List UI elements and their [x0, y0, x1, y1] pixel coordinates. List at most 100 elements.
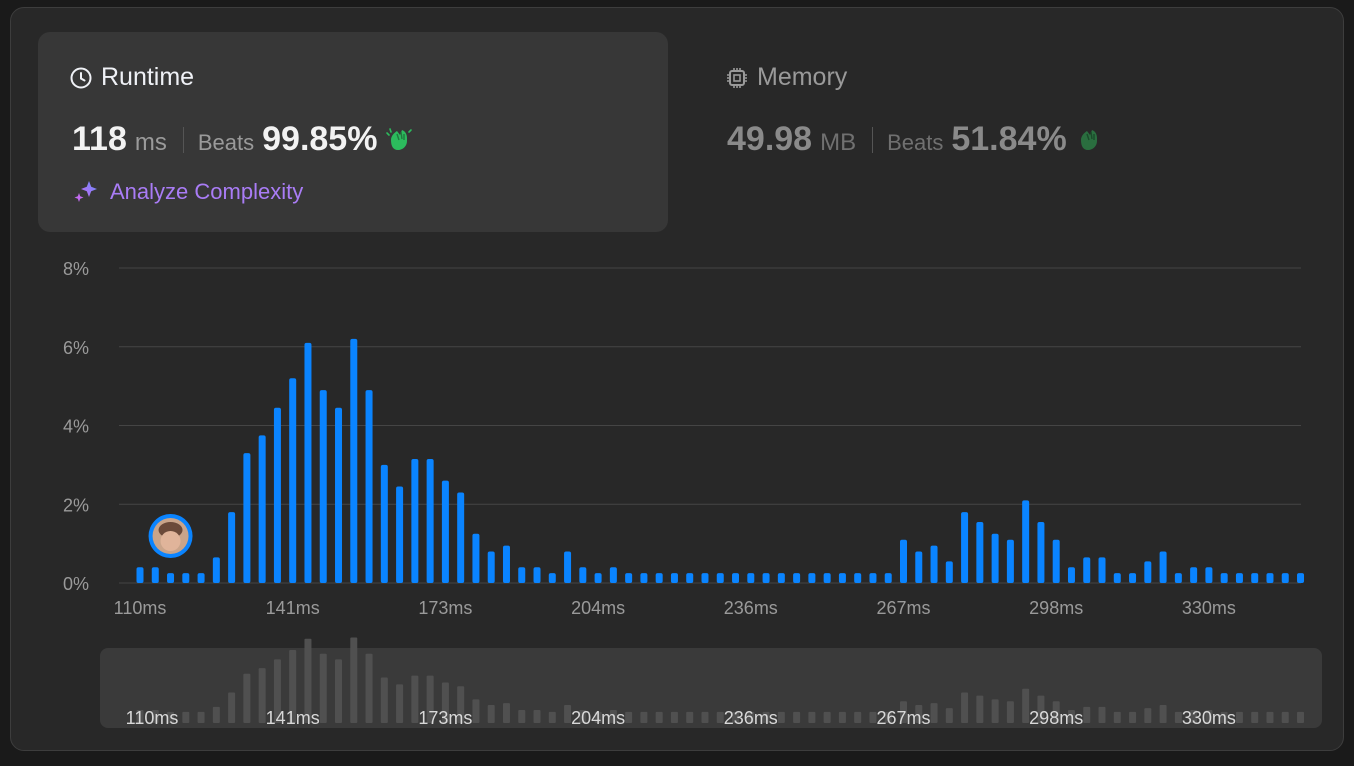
- chart-bar: [1052, 539, 1060, 583]
- mini-chart-bar: [411, 675, 419, 723]
- chart-bar: [961, 512, 969, 583]
- mini-chart-bar: [1113, 711, 1121, 723]
- chart-bar: [1235, 573, 1243, 583]
- mini-chart-bar: [1190, 710, 1198, 723]
- chart-bar: [976, 521, 984, 583]
- mini-chart-bar: [670, 711, 678, 723]
- divider: [872, 126, 874, 153]
- chart-bar: [1083, 557, 1091, 583]
- chip-icon: [727, 67, 747, 88]
- mini-x-tick-label: 330ms: [1182, 708, 1236, 728]
- chart-bar: [884, 573, 892, 583]
- mini-chart-bar: [1297, 711, 1305, 723]
- chart-bar: [701, 573, 709, 583]
- chart-bar: [900, 539, 907, 583]
- mini-chart-bar: [167, 711, 175, 723]
- chart-bar: [1022, 500, 1030, 583]
- mini-chart-bar: [472, 699, 480, 723]
- mini-chart-bar: [304, 638, 312, 723]
- mini-chart-bar: [1281, 711, 1289, 723]
- mini-chart-bar: [335, 659, 343, 723]
- mini-chart-bar: [609, 710, 617, 723]
- chart-bar: [564, 551, 572, 583]
- mini-chart-bar: [625, 711, 633, 723]
- chart-bar: [548, 573, 556, 583]
- chart-bar: [212, 557, 220, 583]
- mini-chart-bar: [640, 711, 648, 723]
- chart-bar: [945, 561, 953, 583]
- clapping-hands-icon: [386, 127, 413, 150]
- mini-chart-bar: [197, 711, 205, 723]
- chart-bar: [686, 573, 694, 583]
- chart-bar: [747, 573, 755, 583]
- mini-chart-bar: [1083, 706, 1091, 723]
- chart-bar: [716, 573, 724, 583]
- runtime-beats-label: Beats: [197, 130, 255, 155]
- runtime-beats-value: 99.85%: [262, 120, 378, 158]
- chart-bar: [136, 567, 144, 583]
- mini-chart-bar: [487, 705, 495, 723]
- chart-bar: [823, 573, 831, 583]
- mini-chart-bar: [441, 682, 449, 723]
- mini-chart-bar: [1022, 688, 1030, 723]
- mini-chart-bar: [182, 711, 190, 723]
- runtime-card[interactable]: Runtime 118 ms Beats 99.85% Analyze Comp…: [38, 32, 668, 232]
- chart-bar: [350, 338, 358, 583]
- y-tick-label: 6%: [63, 338, 89, 358]
- chart-bar: [655, 573, 663, 583]
- chart-bar: [365, 390, 373, 583]
- x-tick-label: 236ms: [724, 598, 778, 618]
- mini-chart-bar: [151, 710, 159, 723]
- chart-bar: [1006, 539, 1014, 583]
- x-tick-label: 110ms: [114, 598, 167, 618]
- chart-bar: [167, 573, 175, 583]
- mini-chart-bar: [1067, 710, 1075, 723]
- chart-bar: [411, 458, 419, 583]
- runtime-header: Runtime: [69, 63, 194, 92]
- mini-x-tick-label: 298ms: [1029, 708, 1083, 728]
- mini-chart-bar: [533, 710, 541, 723]
- chart-bar: [426, 458, 434, 583]
- mini-chart-bar: [594, 711, 602, 723]
- chart-bar: [1159, 551, 1167, 583]
- mini-chart-bar: [854, 711, 862, 723]
- chart-bar: [533, 567, 541, 583]
- chart-bar: [289, 378, 297, 583]
- chart-bar: [1129, 573, 1137, 583]
- chart-bar: [304, 342, 312, 583]
- mini-chart-bar: [426, 675, 434, 723]
- mini-chart-bar: [243, 673, 251, 723]
- chart-bar: [472, 533, 480, 583]
- chart-bar: [151, 567, 159, 583]
- memory-header: Memory: [725, 63, 847, 92]
- chart-bar: [869, 573, 877, 583]
- chart-bar: [487, 551, 495, 583]
- mini-chart-bar: [991, 699, 999, 723]
- mini-chart-bar: [457, 686, 465, 723]
- clock-icon: [70, 67, 92, 88]
- y-tick-label: 8%: [63, 259, 89, 279]
- mini-chart-bar: [716, 711, 724, 723]
- chart-bar: [808, 573, 816, 583]
- memory-card[interactable]: Memory 49.98 MB Beats 51.84%: [711, 32, 1311, 232]
- chart-bar: [457, 492, 465, 583]
- memory-unit: MB: [820, 129, 857, 156]
- chart-bar: [1113, 573, 1121, 583]
- x-tick-label: 141ms: [266, 598, 320, 618]
- analyze-complexity-button[interactable]: Analyze Complexity: [72, 178, 303, 206]
- mini-chart-bar: [396, 684, 404, 723]
- y-tick-label: 4%: [63, 417, 89, 437]
- chart-bar: [243, 453, 251, 583]
- mini-chart-bar: [1098, 706, 1106, 723]
- chart-bar: [319, 390, 327, 583]
- mini-chart-bar: [258, 668, 266, 723]
- chart-bar: [182, 573, 190, 583]
- chart-bar: [335, 407, 343, 583]
- mini-chart-bar: [808, 711, 816, 723]
- chart-bar: [777, 573, 785, 583]
- mini-chart-bar: [1037, 695, 1045, 723]
- runtime-result-panel: Runtime 118 ms Beats 99.85% Analyze Comp…: [10, 7, 1344, 751]
- mini-chart-bar: [732, 711, 740, 723]
- chart-bar: [380, 464, 388, 583]
- mini-chart-bar: [380, 677, 388, 723]
